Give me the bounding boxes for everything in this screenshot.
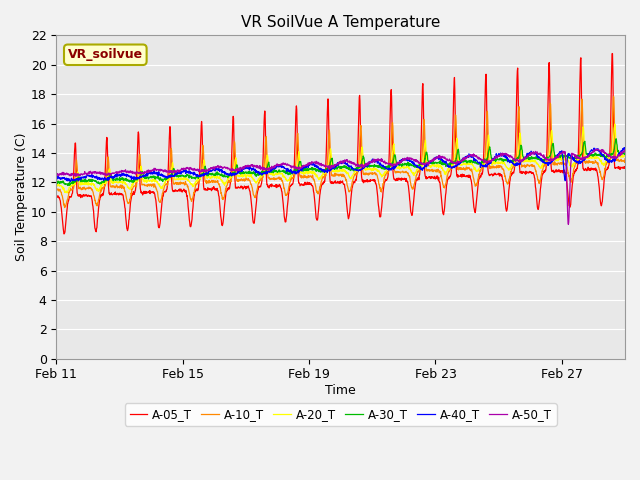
X-axis label: Time: Time bbox=[325, 384, 356, 397]
A-05_T bbox=[297, 182, 305, 188]
A-40_T bbox=[297, 167, 305, 172]
A-50_T bbox=[621, 147, 629, 153]
A-20_T bbox=[419, 163, 426, 169]
A-20_T bbox=[355, 167, 363, 172]
A-50_T bbox=[355, 163, 363, 169]
A-50_T bbox=[52, 170, 60, 176]
Line: A-50_T: A-50_T bbox=[56, 149, 625, 225]
A-10_T bbox=[52, 187, 60, 192]
A-40_T bbox=[67, 179, 74, 184]
A-10_T bbox=[355, 150, 363, 156]
A-50_T bbox=[418, 161, 426, 167]
A-20_T bbox=[297, 170, 305, 176]
A-05_T bbox=[543, 146, 551, 152]
A-05_T bbox=[608, 50, 616, 56]
A-05_T bbox=[621, 164, 629, 170]
Y-axis label: Soil Temperature (C): Soil Temperature (C) bbox=[15, 133, 28, 261]
A-05_T bbox=[355, 94, 363, 100]
A-40_T bbox=[355, 167, 363, 173]
Line: A-10_T: A-10_T bbox=[56, 96, 625, 207]
A-40_T bbox=[620, 145, 628, 151]
A-50_T bbox=[296, 166, 304, 171]
A-10_T bbox=[297, 173, 305, 179]
A-20_T bbox=[86, 181, 94, 187]
A-10_T bbox=[543, 161, 551, 167]
A-20_T bbox=[611, 121, 619, 127]
A-30_T bbox=[297, 159, 305, 165]
Text: VR_soilvue: VR_soilvue bbox=[68, 48, 143, 61]
A-05_T bbox=[60, 231, 68, 237]
Line: A-30_T: A-30_T bbox=[56, 139, 625, 185]
A-20_T bbox=[621, 153, 629, 158]
A-50_T bbox=[593, 146, 601, 152]
A-30_T bbox=[419, 160, 426, 166]
A-50_T bbox=[543, 156, 550, 162]
A-20_T bbox=[63, 190, 71, 196]
A-10_T bbox=[419, 151, 426, 157]
Title: VR SoilVue A Temperature: VR SoilVue A Temperature bbox=[241, 15, 440, 30]
A-30_T bbox=[355, 165, 363, 170]
A-50_T bbox=[86, 170, 94, 176]
A-10_T bbox=[306, 173, 314, 179]
Line: A-05_T: A-05_T bbox=[56, 53, 625, 234]
A-50_T bbox=[564, 222, 572, 228]
A-40_T bbox=[86, 173, 94, 179]
A-40_T bbox=[52, 176, 60, 181]
A-20_T bbox=[52, 181, 60, 187]
A-20_T bbox=[543, 158, 551, 164]
A-20_T bbox=[306, 168, 314, 174]
A-40_T bbox=[621, 145, 629, 151]
A-10_T bbox=[61, 204, 68, 210]
A-05_T bbox=[86, 193, 94, 199]
A-40_T bbox=[306, 162, 314, 168]
A-30_T bbox=[543, 155, 551, 160]
Line: A-20_T: A-20_T bbox=[56, 124, 625, 193]
A-40_T bbox=[419, 166, 426, 171]
A-30_T bbox=[306, 166, 314, 172]
A-05_T bbox=[419, 93, 426, 98]
A-40_T bbox=[543, 160, 551, 166]
A-05_T bbox=[306, 180, 314, 186]
A-50_T bbox=[306, 160, 314, 166]
A-30_T bbox=[612, 136, 620, 142]
A-10_T bbox=[86, 185, 94, 191]
Line: A-40_T: A-40_T bbox=[56, 148, 625, 181]
A-30_T bbox=[64, 182, 72, 188]
A-10_T bbox=[610, 94, 618, 99]
A-05_T bbox=[52, 194, 60, 200]
A-30_T bbox=[86, 177, 94, 182]
A-10_T bbox=[621, 156, 629, 162]
A-30_T bbox=[52, 179, 60, 184]
A-30_T bbox=[621, 149, 629, 155]
Legend: A-05_T, A-10_T, A-20_T, A-30_T, A-40_T, A-50_T: A-05_T, A-10_T, A-20_T, A-30_T, A-40_T, … bbox=[125, 403, 557, 426]
